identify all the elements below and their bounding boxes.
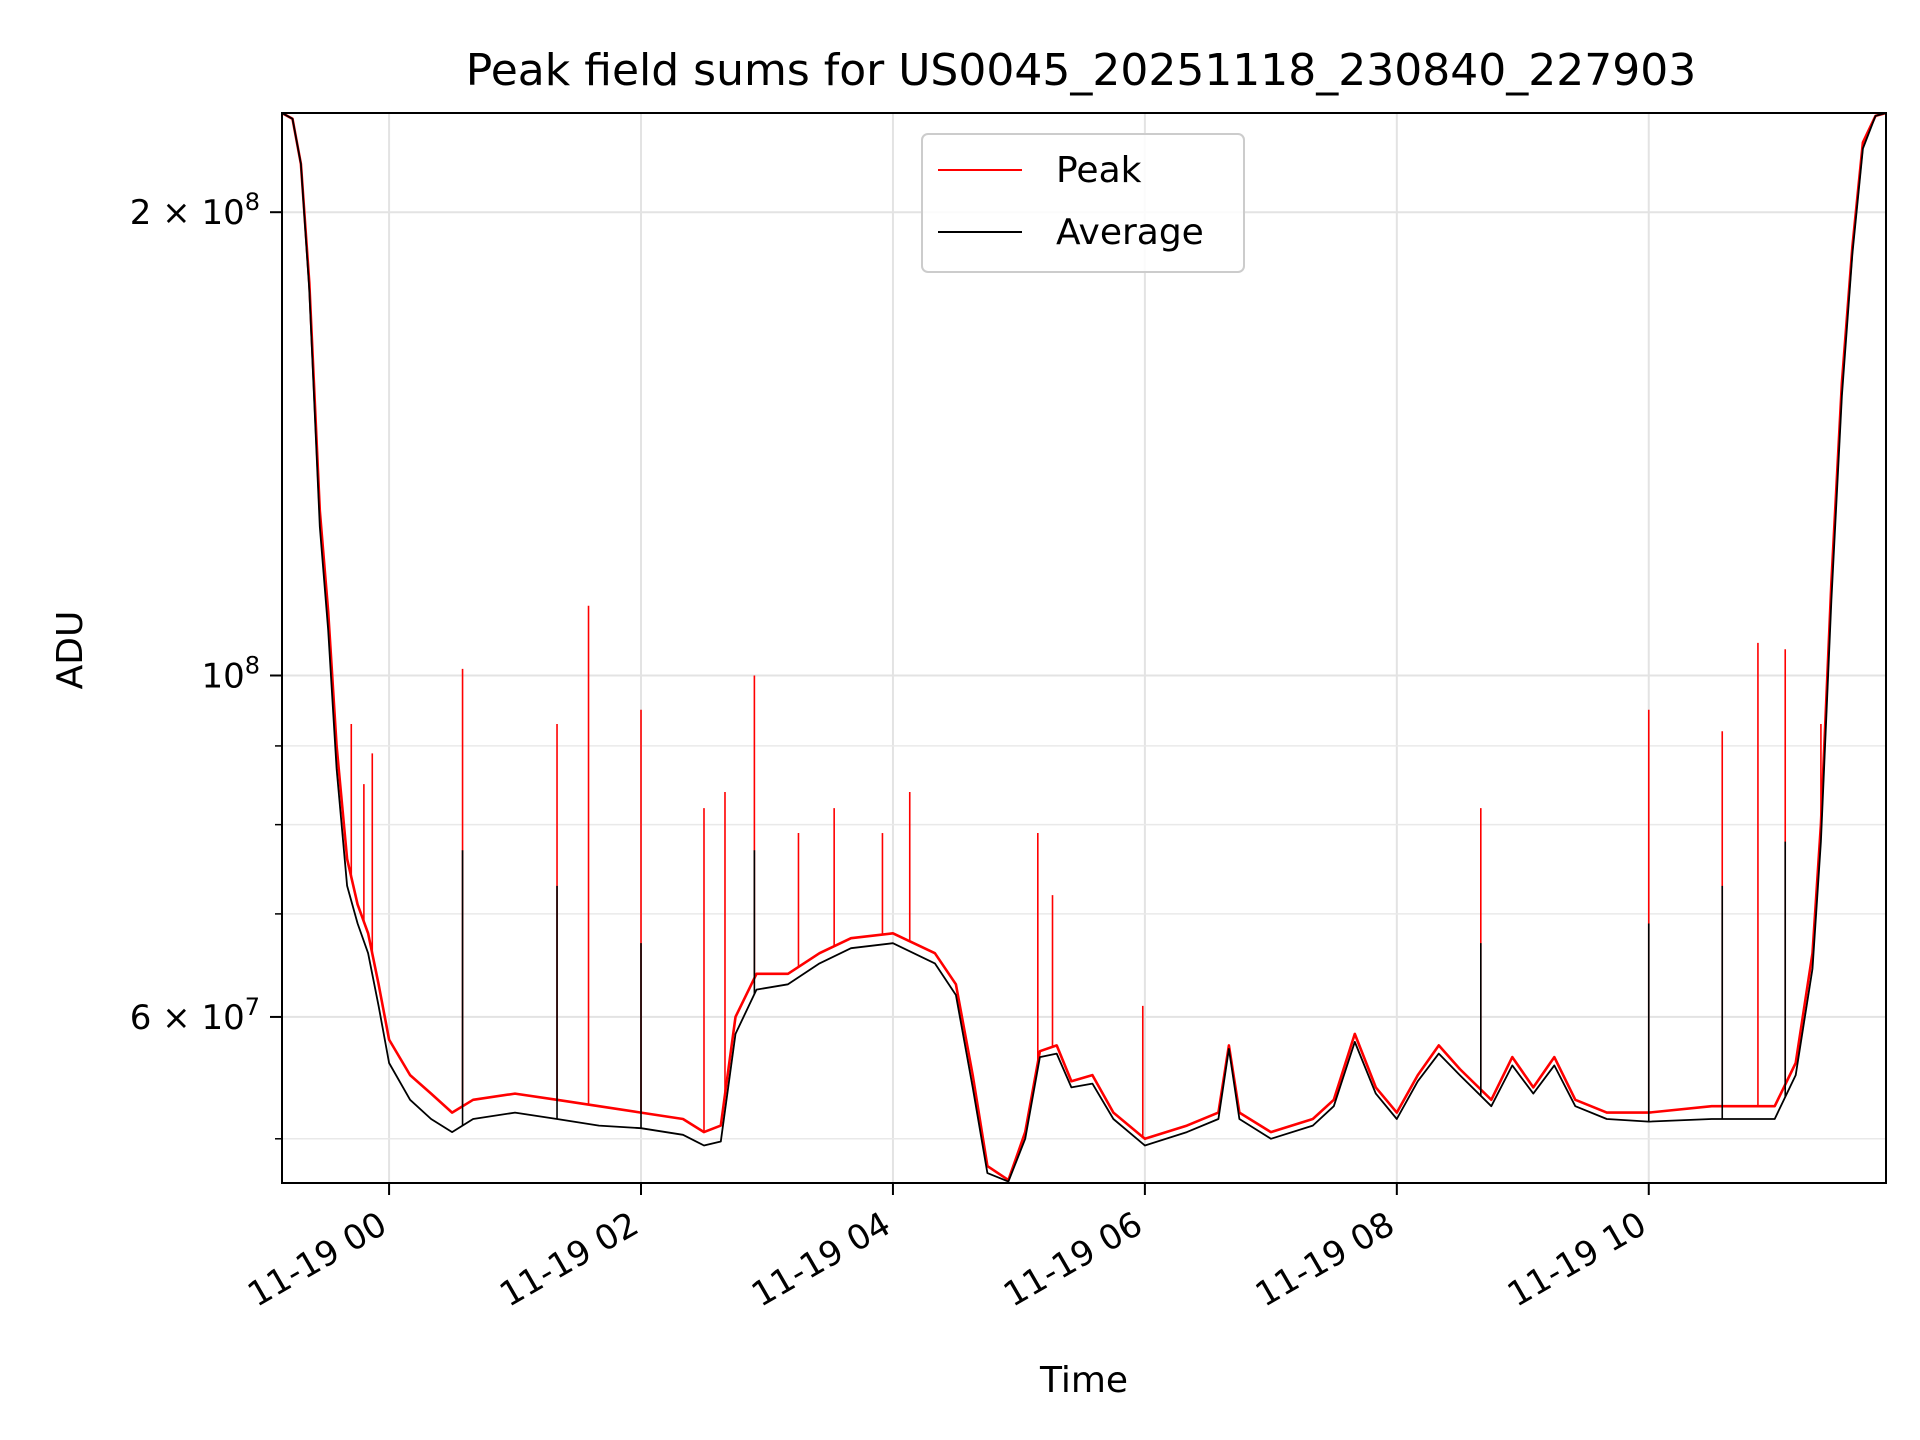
- y-tick-label: 2 × 108: [130, 188, 260, 233]
- series-layer: [282, 113, 1886, 1183]
- grid-lines: [282, 113, 1886, 1183]
- series-line-peak: [282, 113, 1886, 1182]
- x-axis-label: Time: [1039, 1360, 1128, 1401]
- y-axis: 2 × 108 108 6 × 107: [130, 188, 282, 1140]
- legend-label-average: Average: [1056, 212, 1204, 253]
- chart-title: Peak field sums for US0045_20251118_2308…: [466, 45, 1696, 96]
- y-axis-label: ADU: [50, 611, 91, 690]
- legend-label-peak: Peak: [1056, 150, 1142, 191]
- y-tick-label: 6 × 107: [130, 993, 260, 1038]
- plot-area-frame: [281, 112, 1887, 1184]
- legend-box: [921, 133, 1245, 273]
- y-tick-label: 108: [201, 651, 260, 696]
- series-line-average: [282, 113, 1886, 1183]
- legend: Peak Average: [921, 133, 1245, 273]
